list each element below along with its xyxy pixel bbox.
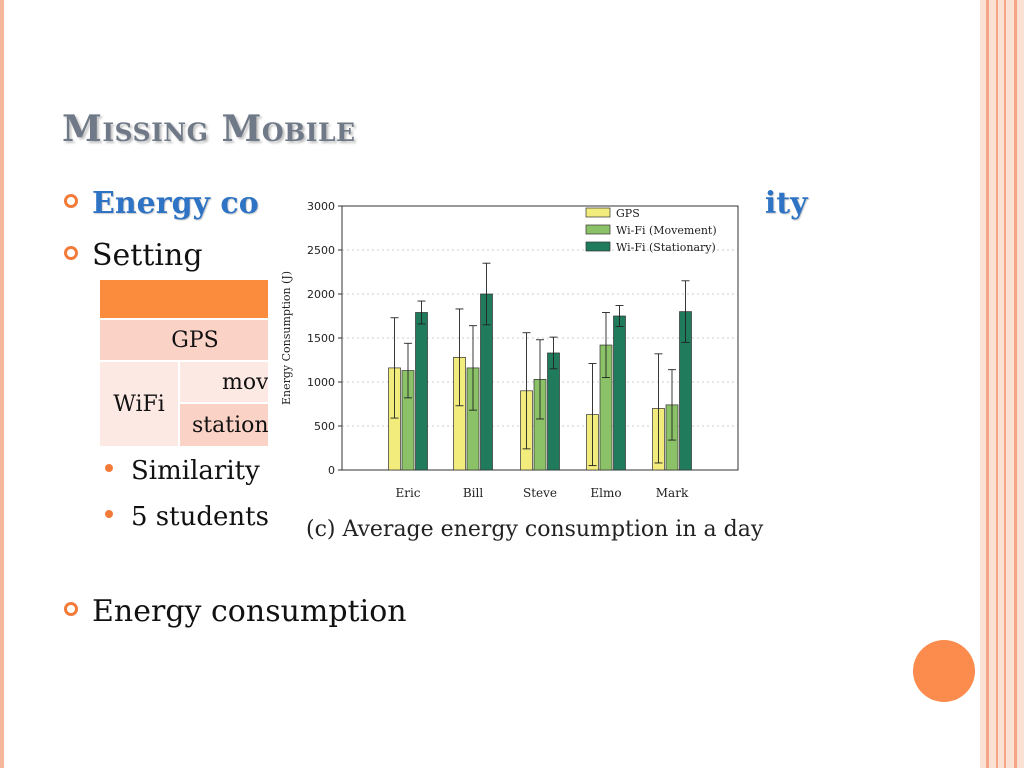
bar xyxy=(547,352,560,471)
x-tick-label: Steve xyxy=(523,486,557,500)
bar xyxy=(415,312,428,471)
accent-circle xyxy=(913,640,975,702)
bullet-dot xyxy=(105,510,113,518)
frame-left-border xyxy=(0,0,4,768)
y-tick-label: 3000 xyxy=(307,200,335,213)
frame-stripe xyxy=(1014,0,1017,768)
bullet-energy: Energy co xyxy=(64,186,259,221)
x-tick-label: Mark xyxy=(656,486,689,500)
bullet-marker xyxy=(64,246,78,260)
y-tick-label: 1000 xyxy=(307,376,335,389)
bullet-dot xyxy=(105,464,113,472)
frame-stripe xyxy=(986,0,989,768)
legend-swatch xyxy=(585,224,611,235)
bullet-setting: Setting xyxy=(64,238,203,273)
bullet-marker xyxy=(64,602,78,616)
bullet-marker xyxy=(64,194,78,208)
y-tick-label: 2500 xyxy=(307,244,335,257)
y-tick-label: 0 xyxy=(328,464,335,477)
bullet-energy-consumption: Energy consumption xyxy=(64,594,407,629)
bullet-energy-text: Energy co xyxy=(92,186,259,221)
legend-label: GPS xyxy=(616,207,640,220)
settings-table: GPS WiFi mov station xyxy=(100,280,290,446)
legend-label: Wi-Fi (Movement) xyxy=(616,224,717,237)
energy-chart: 0 500 1000 1500 2000 2500 3000 Energy Consumpti… xyxy=(280,200,739,500)
chart-image: 0 500 1000 1500 2000 2500 3000 Energy Consumpti… xyxy=(268,190,766,556)
legend-label: Wi-Fi (Stationary) xyxy=(616,241,716,254)
x-tick-label: Elmo xyxy=(590,486,621,500)
y-tick-label: 1500 xyxy=(307,332,335,345)
x-tick-label: Bill xyxy=(463,486,483,500)
table-cell-gps: GPS xyxy=(100,320,290,360)
x-tick-label: Eric xyxy=(395,486,420,500)
frame-stripe xyxy=(996,0,998,768)
legend-swatch xyxy=(585,207,611,218)
bar xyxy=(613,315,626,471)
bullet-energy-consumption-text: Energy consumption xyxy=(92,594,407,629)
chart-caption: (c) Average energy consumption in a day xyxy=(306,517,764,542)
y-tick-label: 2000 xyxy=(307,288,335,301)
slide-title: Missing Mobile xyxy=(62,108,356,150)
bullet-students: 5 students xyxy=(105,502,269,532)
y-axis-label: Energy Consumption (J) xyxy=(280,271,293,405)
frame-stripe xyxy=(1004,0,1006,768)
table-cell-wifi: WiFi xyxy=(100,362,178,446)
bullet-similarity-text: Similarity xyxy=(131,456,260,486)
bullet-similarity: Similarity xyxy=(105,456,260,486)
legend-swatch xyxy=(585,241,611,252)
bullet-setting-text: Setting xyxy=(92,238,203,273)
y-tick-label: 500 xyxy=(314,420,335,433)
table-header xyxy=(100,280,290,318)
bullet-students-text: 5 students xyxy=(131,502,269,532)
